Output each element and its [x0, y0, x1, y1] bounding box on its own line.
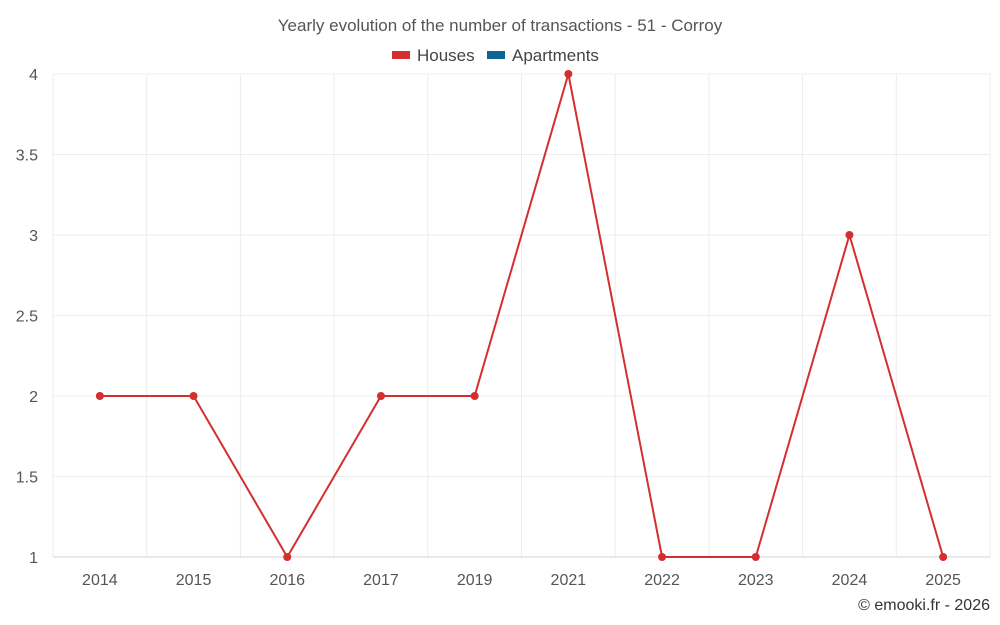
legend-label-houses[interactable]: Houses — [417, 46, 475, 65]
x-tick-label: 2019 — [457, 572, 493, 589]
legend-swatch-houses — [392, 51, 410, 59]
chart-title: Yearly evolution of the number of transa… — [278, 16, 723, 35]
x-tick-label: 2016 — [269, 572, 305, 589]
series-houses — [95, 70, 948, 561]
x-tick-label: 2024 — [832, 572, 868, 589]
x-tick-label: 2025 — [925, 572, 961, 589]
y-tick-label: 1.5 — [16, 470, 38, 487]
y-axis: 1 1.5 2 2.5 3 3.5 4 — [16, 67, 38, 567]
legend[interactable]: Houses Apartments — [392, 46, 599, 65]
data-point-houses[interactable] — [658, 553, 667, 561]
data-point-houses[interactable] — [845, 231, 854, 239]
x-tick-label: 2014 — [82, 572, 118, 589]
x-tick-label: 2023 — [738, 572, 774, 589]
legend-swatch-apartments — [487, 51, 505, 59]
data-point-houses[interactable] — [189, 392, 198, 400]
data-point-houses[interactable] — [470, 392, 479, 400]
data-point-houses[interactable] — [95, 392, 104, 400]
x-tick-label: 2017 — [363, 572, 399, 589]
data-point-houses[interactable] — [751, 553, 760, 561]
data-point-houses[interactable] — [939, 553, 948, 561]
y-tick-label: 4 — [29, 67, 38, 84]
data-point-houses[interactable] — [376, 392, 385, 400]
series-line-houses — [99, 73, 945, 558]
data-point-houses[interactable] — [283, 553, 292, 561]
y-tick-label: 3 — [29, 228, 38, 245]
y-tick-label: 2 — [29, 389, 38, 406]
y-tick-label: 2.5 — [16, 309, 38, 326]
grid — [52, 73, 991, 558]
y-tick-label: 3.5 — [16, 148, 38, 165]
legend-label-apartments[interactable]: Apartments — [512, 46, 599, 65]
x-tick-label: 2022 — [644, 572, 680, 589]
x-tick-label: 2015 — [176, 572, 212, 589]
credit: © emooki.fr - 2026 — [858, 597, 990, 614]
data-point-houses[interactable] — [564, 70, 573, 78]
x-tick-label: 2021 — [551, 572, 587, 589]
x-axis: 2014 2015 2016 2017 2019 2021 2022 2023 2024 2025 — [53, 556, 990, 589]
y-tick-label: 1 — [29, 550, 38, 567]
